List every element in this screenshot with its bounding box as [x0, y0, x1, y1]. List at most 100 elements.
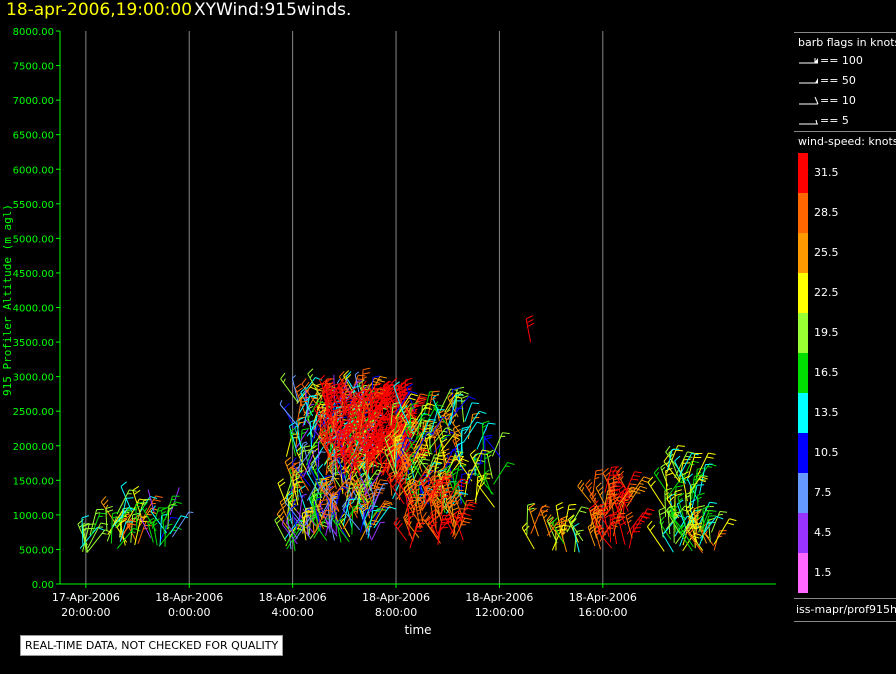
barb-staff [324, 518, 338, 537]
barb-flag [339, 388, 347, 394]
wind-barb [313, 509, 334, 535]
barb-flag [485, 435, 493, 437]
barb-flag [595, 516, 600, 521]
wind-barb [687, 453, 703, 479]
barb-flag [341, 448, 348, 454]
barb-flag [420, 417, 426, 420]
barb-flag [375, 421, 383, 425]
barb-staff [674, 460, 686, 484]
barb-flag [443, 494, 449, 498]
barb-staff [663, 461, 681, 483]
barb-staff [301, 513, 307, 541]
barb-staff [392, 477, 403, 499]
barb-flag [135, 501, 143, 505]
barb-flag [320, 481, 326, 489]
barb-flag [413, 484, 419, 491]
barb-flag [312, 445, 318, 447]
barb-staff [338, 444, 348, 472]
barb-flag [616, 502, 623, 509]
barb-staff [137, 507, 152, 528]
barb-staff [406, 387, 415, 412]
barb-flag [548, 517, 554, 524]
barb-staff [294, 517, 311, 540]
wind-barb [396, 470, 408, 499]
barb-flag [448, 502, 456, 506]
wind-barb [323, 389, 332, 417]
barb-flag [440, 526, 448, 529]
barb-staff [481, 423, 484, 451]
barb-flag [693, 505, 701, 510]
wind-barb [713, 518, 737, 545]
barb-staff [352, 397, 363, 420]
barb-staff [569, 520, 584, 542]
barb-staff [311, 493, 323, 520]
barb-flag [581, 487, 585, 492]
barb-flag [546, 514, 552, 521]
barb-flag [132, 517, 137, 520]
barb-staff [699, 510, 710, 533]
barb-flag [444, 412, 452, 418]
wind-barb [293, 517, 311, 539]
barb-staff [685, 527, 704, 551]
barb-flag [612, 466, 618, 474]
barb-staff [396, 474, 408, 499]
barb-flag [424, 485, 428, 490]
barb-flag [352, 392, 360, 398]
wind-barb [105, 505, 114, 531]
barb-flag [352, 504, 360, 508]
barb-staff [354, 432, 365, 454]
barb-flag [464, 517, 472, 521]
barb-flag [610, 524, 618, 528]
barb-flag [599, 491, 604, 496]
barb-staff [296, 451, 310, 477]
barb-staff [341, 424, 347, 446]
wind-barb [371, 521, 385, 541]
speed-bin-label: 28.5 [814, 206, 839, 219]
barb-staff [115, 506, 131, 529]
barb-flag [358, 451, 367, 453]
barb-flag [302, 445, 311, 448]
barb-flag [576, 529, 584, 532]
barb-flag [443, 430, 448, 433]
barb-flag [411, 405, 419, 408]
y-tick-label: 500.00 [19, 545, 54, 556]
barb-flag [422, 511, 427, 519]
barb-flag [547, 516, 554, 522]
barb-flag [278, 511, 285, 518]
barb-flag [455, 494, 462, 500]
barb-flag [589, 506, 597, 512]
barb-flag [687, 515, 695, 519]
barb-flag [440, 438, 448, 444]
barb-staff [330, 498, 334, 527]
barb-flag [410, 439, 418, 443]
barb-flag [409, 452, 416, 459]
barb-flag [456, 452, 462, 459]
barb-flag [354, 419, 362, 421]
wind-barb [530, 505, 550, 535]
barb-flag [151, 507, 159, 511]
barb-staff [546, 520, 562, 540]
barb-flag [433, 475, 442, 478]
barb-staff [612, 476, 616, 499]
barb-flag [436, 471, 444, 474]
barb-flag [389, 443, 396, 449]
barb-staff [371, 522, 381, 541]
barb-staff [449, 395, 457, 425]
barb-flag [403, 483, 410, 489]
barb-flag [336, 418, 342, 425]
barb-flag [352, 428, 357, 433]
barb-flag [105, 509, 114, 513]
barb-flag [696, 515, 703, 522]
wind-barb [476, 478, 495, 508]
barb-flag [393, 517, 399, 524]
barb-flag [388, 428, 395, 436]
barb-flag [383, 416, 391, 420]
barb-flag [616, 519, 622, 522]
barb-flag [330, 394, 336, 398]
barb-flag [336, 415, 344, 419]
wind-barb [453, 396, 476, 415]
wind-barb [147, 489, 155, 512]
barb-flag [317, 431, 324, 438]
barb-staff [469, 454, 484, 480]
barb-flag [383, 505, 391, 509]
